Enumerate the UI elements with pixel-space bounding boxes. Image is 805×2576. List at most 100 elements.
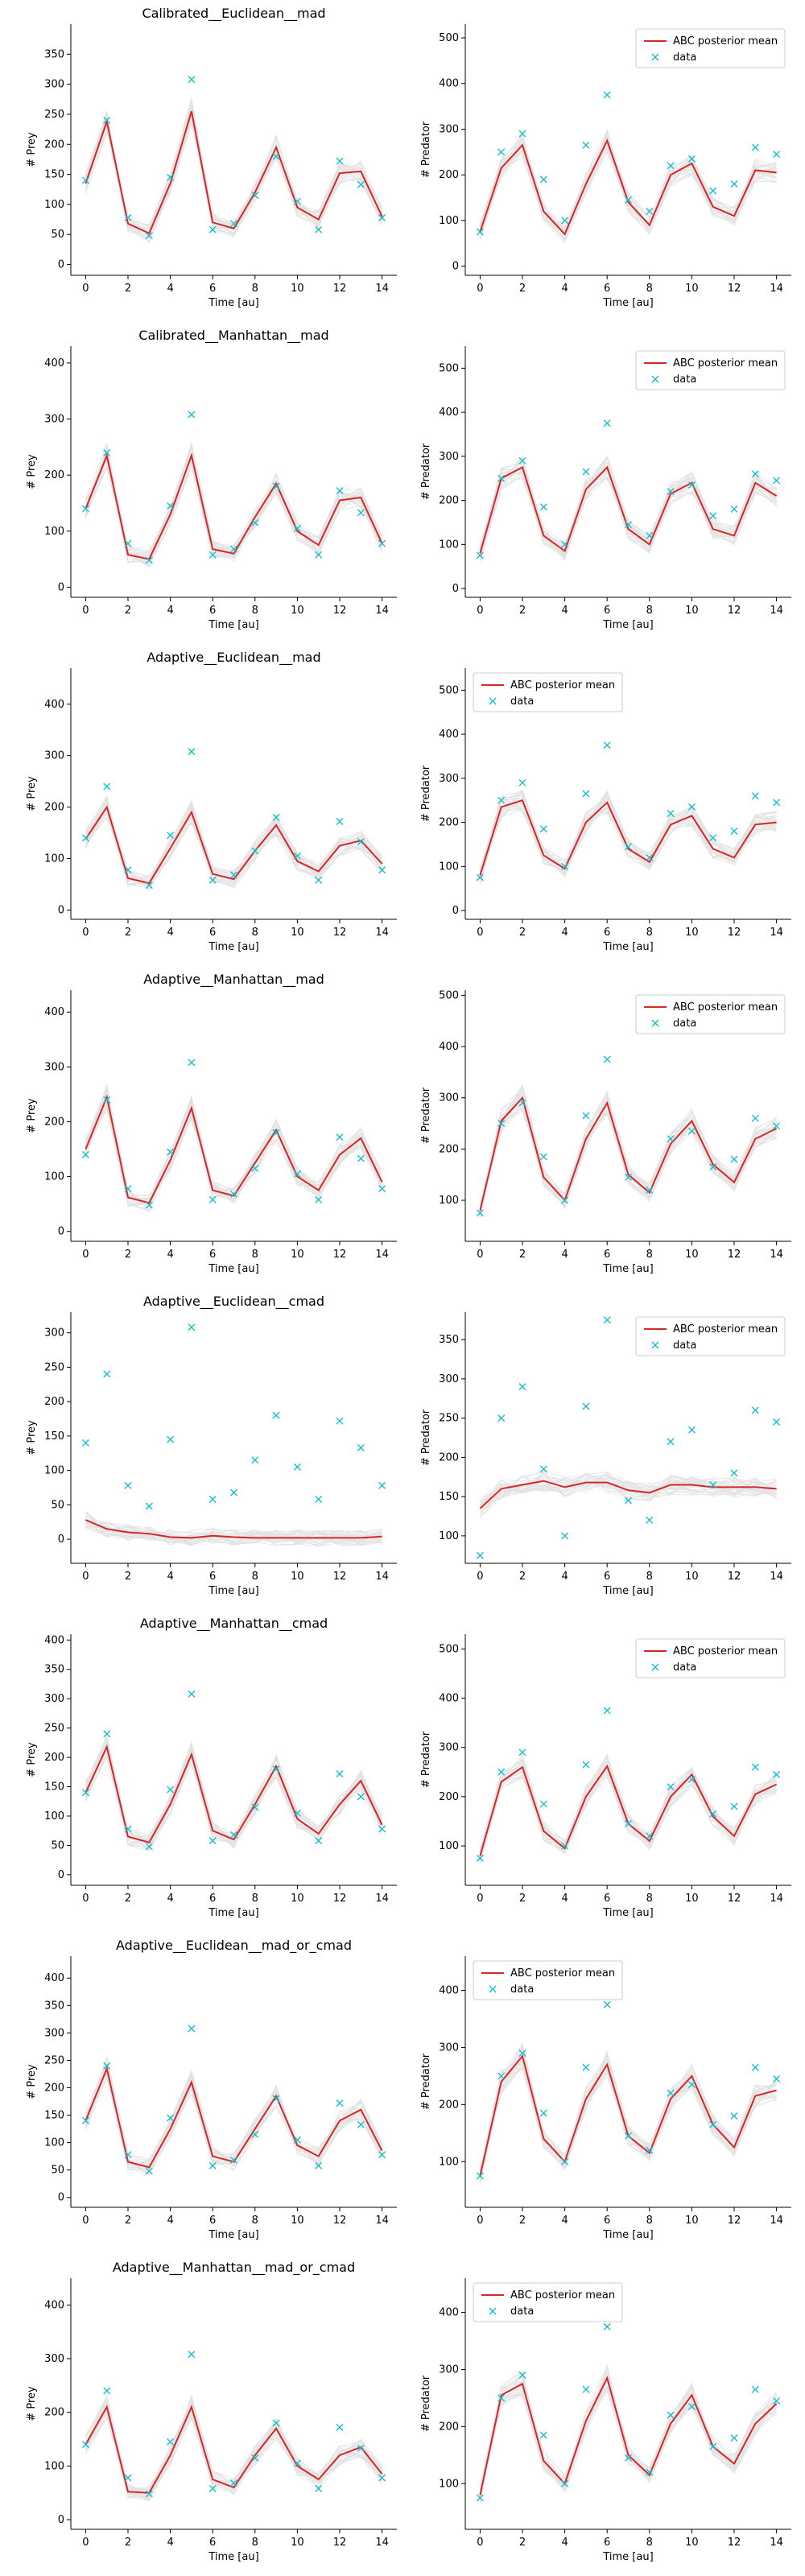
data-point-stroke xyxy=(336,1417,344,1425)
posterior-sample-line xyxy=(85,2401,382,2500)
data-point xyxy=(687,2403,696,2411)
y-tick-label: 0 xyxy=(58,581,64,593)
x-tick-label: 0 xyxy=(477,927,483,939)
panel-5-predator: 0 2 4 6 8 10 12 14 100 150 200 250 300 350 Time [au] # … xyxy=(420,1312,791,1597)
posterior-sample-line xyxy=(85,2403,382,2491)
data-point-stroke xyxy=(497,796,506,804)
panel-8-prey: Adaptive__Manhattan__mad_or_cmad 0 2 4 6 8 10 1… xyxy=(26,2260,397,2563)
posterior-sample-line xyxy=(85,2070,382,2169)
posterior-sample-line xyxy=(85,805,382,884)
y-tick-label: 500 xyxy=(439,684,459,696)
data-point xyxy=(103,116,111,124)
data-point-stroke xyxy=(378,1825,386,1833)
data-point-stroke xyxy=(730,2434,738,2442)
posterior-sample-line xyxy=(85,1088,382,1203)
posterior-sample-line xyxy=(85,444,382,559)
data-point-stroke xyxy=(751,1763,759,1771)
data-point-stroke xyxy=(603,741,611,749)
y-tick-label: 200 xyxy=(439,2099,459,2111)
data-point xyxy=(124,2151,132,2159)
data-point-stroke xyxy=(103,2062,111,2070)
data-point-stroke xyxy=(709,1481,717,1488)
legend: ABC posterior mean data xyxy=(473,2282,623,2322)
y-tick-label: 200 xyxy=(439,1143,459,1155)
posterior-sample-line xyxy=(480,1480,777,1510)
data-point xyxy=(336,1770,344,1777)
data-point xyxy=(497,796,506,804)
posterior-sample-line xyxy=(85,1746,382,1852)
data-point xyxy=(687,2081,696,2089)
data-point-stroke xyxy=(646,2146,654,2154)
x-tick-label: 2 xyxy=(125,605,131,617)
posterior-sample-line xyxy=(85,1514,382,1546)
posterior-sample-line xyxy=(85,1523,382,1546)
data-point xyxy=(603,2322,611,2330)
x-tick-label: 14 xyxy=(375,605,389,617)
posterior-sample-line xyxy=(85,1519,382,1545)
data-point xyxy=(81,176,89,184)
data-point xyxy=(667,162,675,170)
chart-title: Calibrated__Euclidean__mad xyxy=(142,6,325,22)
data-point xyxy=(625,1820,632,1828)
x-tick-label: 12 xyxy=(333,927,347,939)
x-axis-label: Time [au] xyxy=(208,1585,258,1597)
data-point-stroke xyxy=(272,813,280,821)
posterior-mean-line xyxy=(85,1744,383,1843)
posterior-mean-line xyxy=(85,2066,383,2169)
posterior-sample-line xyxy=(85,1741,382,1851)
x-tick-label: 6 xyxy=(604,1893,610,1905)
posterior-sample-line xyxy=(480,791,777,869)
data-point xyxy=(124,213,132,221)
data-point-stroke xyxy=(336,157,344,165)
y-tick-label: 250 xyxy=(44,2054,64,2066)
data-point xyxy=(730,1802,738,1810)
data-point-stroke xyxy=(561,1196,569,1204)
posterior-mean-line xyxy=(479,1480,777,1509)
x-tick-label: 0 xyxy=(82,605,89,617)
y-tick-label: 400 xyxy=(44,699,64,711)
data-point xyxy=(81,1789,89,1797)
x-tick-label: 0 xyxy=(82,927,89,939)
x-tick-label: 14 xyxy=(770,2537,783,2549)
posterior-sample-line xyxy=(85,1084,382,1197)
data-point xyxy=(730,2434,738,2442)
posterior-sample-line xyxy=(480,129,777,239)
data-point xyxy=(315,225,323,233)
data-point xyxy=(667,2411,675,2419)
data-point-stroke xyxy=(603,91,611,99)
data-point xyxy=(518,2050,526,2058)
data-point-stroke xyxy=(773,2074,781,2083)
posterior-sample-line xyxy=(480,1108,777,1212)
data-point xyxy=(497,1120,506,1128)
data-point xyxy=(582,2385,590,2393)
data-point xyxy=(709,187,717,195)
y-tick-label: 400 xyxy=(44,1634,64,1646)
legend-box xyxy=(473,672,623,712)
chart-title: Adaptive__Euclidean__mad xyxy=(147,650,320,666)
posterior-sample-line xyxy=(85,2063,382,2171)
y-axis-label: # Prey xyxy=(26,2064,38,2099)
data-point-stroke xyxy=(167,502,175,510)
data-point-stroke xyxy=(667,162,675,170)
y-tick-label: 200 xyxy=(44,802,64,814)
data-point xyxy=(561,1842,569,1850)
x-tick-label: 14 xyxy=(770,1893,783,1905)
posterior-sample-line xyxy=(85,98,382,230)
x-tick-label: 2 xyxy=(125,283,131,295)
data-point xyxy=(251,2454,259,2462)
data-point-stroke xyxy=(357,1443,365,1451)
data-point-stroke xyxy=(751,1406,759,1414)
data-point xyxy=(167,2114,175,2122)
data-point xyxy=(315,1837,323,1845)
x-tick-label: 14 xyxy=(770,1249,783,1261)
posterior-sample-line xyxy=(85,812,382,884)
data-point-stroke xyxy=(208,225,217,233)
data-point-stroke xyxy=(81,2116,89,2124)
x-tick-label: 14 xyxy=(375,283,389,295)
legend: ABC posterior mean data xyxy=(635,1316,786,1356)
posterior-mean-line xyxy=(479,799,777,876)
data-point-stroke xyxy=(293,197,301,205)
posterior-sample-line xyxy=(85,2402,382,2500)
posterior-sample-line xyxy=(480,140,777,233)
data-point xyxy=(230,2156,237,2164)
